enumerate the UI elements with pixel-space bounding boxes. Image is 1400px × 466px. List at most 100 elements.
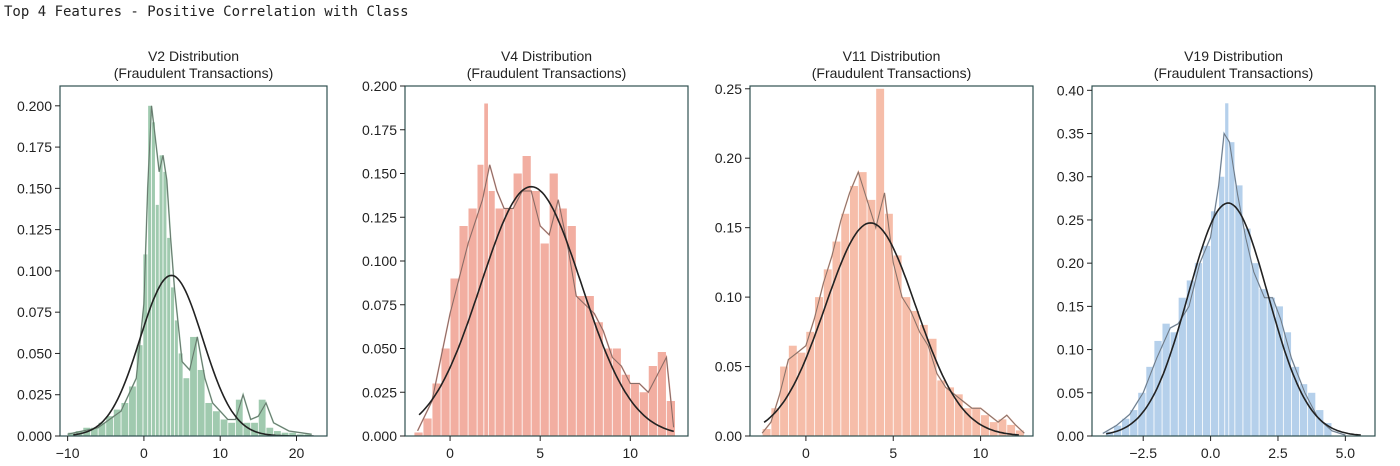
histogram-bar [220,419,228,436]
histogram-bar [648,366,657,436]
histogram-bar [585,296,594,436]
histogram-bar [468,208,477,436]
histogram-bar [630,383,639,436]
chart-panel-1: 0.000 0.025 0.050 0.075 0.100 0.125 0.150 0.175… [17,48,328,461]
y-tick-label: 0.00 [1057,428,1084,444]
histogram-bar [258,399,266,436]
histogram-bar [205,402,213,436]
histogram-bar [612,348,621,436]
histogram-bar [771,408,780,436]
histogram-bar [989,422,998,436]
histogram-bar [488,191,495,436]
histogram-bar [762,429,771,436]
histogram-bar [998,419,1007,436]
histogram-bar [1210,211,1219,436]
histogram-bar [1259,289,1267,436]
y-tick-label: 0.150 [17,180,52,196]
histogram-bar [1219,176,1225,436]
histogram-bar [477,164,484,436]
histogram-bar [928,338,937,436]
x-tick-label: 5 [889,445,897,461]
chart-panel-2: 0.000 0.025 0.050 0.075 0.100 0.125 0.150 0.175… [362,48,689,461]
histogram-bar [243,422,251,436]
kde-line [67,105,312,435]
y-tick-label: 0.150 [362,166,397,182]
histogram-bar [594,322,603,436]
kde-line [417,164,675,432]
axes-frame [1091,85,1376,437]
plot-area [761,88,1025,436]
histogram-bar [1162,323,1170,436]
histogram-bar [504,208,513,436]
y-tick-label: 0.100 [17,263,52,279]
kde-line [761,170,1025,434]
histogram-bar [797,352,806,436]
histogram-bar [98,422,106,436]
histogram-bar [832,241,841,436]
plot-area [1102,103,1361,436]
histogram-bar [1251,263,1259,436]
y-tick-label: 0.10 [715,289,742,305]
histogram-bar [980,415,989,436]
histogram-bar [174,320,178,436]
histogram-bar [1202,245,1211,436]
y-tick-label: 0.175 [362,122,397,138]
kde-line-fill [67,105,312,436]
histogram-bar [1130,410,1138,436]
x-tick-label: 0.0 [1201,445,1221,461]
page-heading: Top 4 Features - Positive Correlation wi… [4,4,409,20]
histogram-bar [281,432,289,436]
axes-frame [749,85,1034,437]
histogram-bar [1015,430,1024,436]
chart-panel-3: 0.00 0.05 0.10 0.15 0.20 0.25 0 5 10 V11 Distribu… [715,48,1034,461]
histogram-bar [251,422,258,436]
y-tick-label: 0.075 [362,297,397,313]
histogram-bar [1299,384,1308,436]
x-tick-label: 10 [623,445,639,461]
normal-fit-line [73,274,314,436]
x-tick-label: 5 [536,445,544,461]
x-tick-label: −2.5 [1129,445,1157,461]
histogram-bar [106,416,113,436]
y-tick-label: 0.00 [715,428,742,444]
x-tick-label: 20 [289,445,305,461]
y-tick-label: 0.000 [17,428,52,444]
y-tick-label: 0.10 [1057,342,1084,358]
x-tick-label: −10 [56,445,80,461]
y-tick-label: 0.30 [1057,169,1084,185]
y-tick-label: 0.025 [362,384,397,400]
x-tick-label: 10 [212,445,228,461]
x-tick-label: 10 [973,445,989,461]
histogram-bar [540,243,549,436]
chart-title: V2 Distribution [148,48,239,64]
histogram-bar [666,401,675,436]
histogram-bar [171,287,175,436]
histogram-bar [876,88,885,436]
y-tick-label: 0.35 [1057,126,1084,142]
histogram-bar [432,383,441,436]
histogram-bar [531,191,540,436]
chart-subtitle: (Fraudulent Transactions) [812,65,972,81]
y-tick-label: 0.125 [17,222,52,238]
chart-title: V4 Distribution [501,48,592,64]
histogram-bar [621,374,630,436]
y-tick-label: 0.05 [1057,385,1084,401]
histogram-bar [129,386,136,436]
histogram-bar [937,380,946,436]
y-tick-label: 0.25 [715,81,742,97]
y-tick-label: 0.40 [1057,82,1084,98]
histogram-bar [1324,423,1332,436]
histogram-bar [522,156,531,436]
histogram-bar [1178,297,1186,436]
histogram-bar [1235,185,1243,436]
histogram-bar [841,213,850,436]
histogram-bar [183,378,190,436]
y-tick-label: 0.175 [17,139,52,155]
histogram-bar [1194,263,1203,436]
histogram-bar [90,427,98,436]
histogram-bar [849,186,858,436]
histogram-bar [190,336,197,436]
histogram-bar [148,105,152,436]
histogram-bar [1275,306,1283,436]
